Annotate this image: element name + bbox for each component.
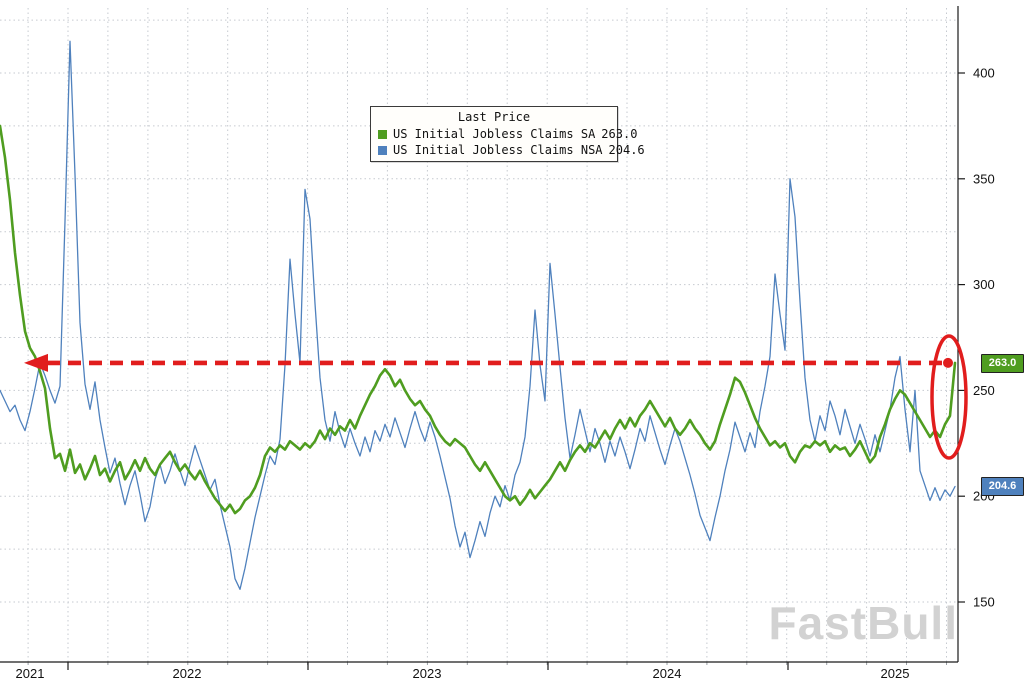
- legend-title: Last Price: [457, 110, 531, 124]
- x-axis-year-label: 2023: [413, 666, 442, 681]
- trend-arrow-endpoint-dot: [943, 357, 953, 368]
- legend-entry: US Initial Jobless Claims SA 263.0: [371, 126, 637, 142]
- y-axis-label: 250: [973, 383, 995, 398]
- watermark: FastBull: [768, 597, 958, 649]
- y-axis-label: 400: [973, 66, 995, 81]
- highlight-ellipse: [930, 334, 968, 460]
- legend-label: US Initial Jobless Claims NSA: [393, 143, 603, 157]
- x-axis-year-label: 2025: [881, 666, 910, 681]
- legend-value: 263.0: [601, 127, 638, 141]
- legend-swatch-icon: [378, 145, 387, 155]
- x-axis-labels: 2021 2022 2023 2024 2025: [16, 662, 910, 681]
- y-axis-label: 350: [973, 171, 995, 186]
- legend-label: US Initial Jobless Claims SA: [393, 127, 596, 141]
- x-axis-year-label: 2022: [173, 666, 202, 681]
- legend-value: 204.6: [608, 143, 645, 157]
- series-line-sa: [0, 124, 957, 515]
- y-axis-label: 300: [973, 277, 995, 292]
- legend-swatch-icon: [378, 129, 387, 139]
- y-axis-label: 150: [973, 595, 995, 610]
- legend-box: Last Price US Initial Jobless Claims SA 2…: [370, 106, 645, 162]
- trend-arrow-head: [24, 353, 48, 372]
- x-axis-year-label: 2024: [653, 666, 682, 681]
- last-price-badge-nsa: 204.6: [981, 477, 1024, 497]
- last-price-badge-sa: 263.0: [981, 353, 1024, 373]
- legend-rows: US Initial Jobless Claims SA 263.0 US Init…: [371, 126, 645, 158]
- legend-entry: US Initial Jobless Claims NSA 204.6: [371, 142, 645, 158]
- x-axis-year-label: 2021: [16, 666, 45, 681]
